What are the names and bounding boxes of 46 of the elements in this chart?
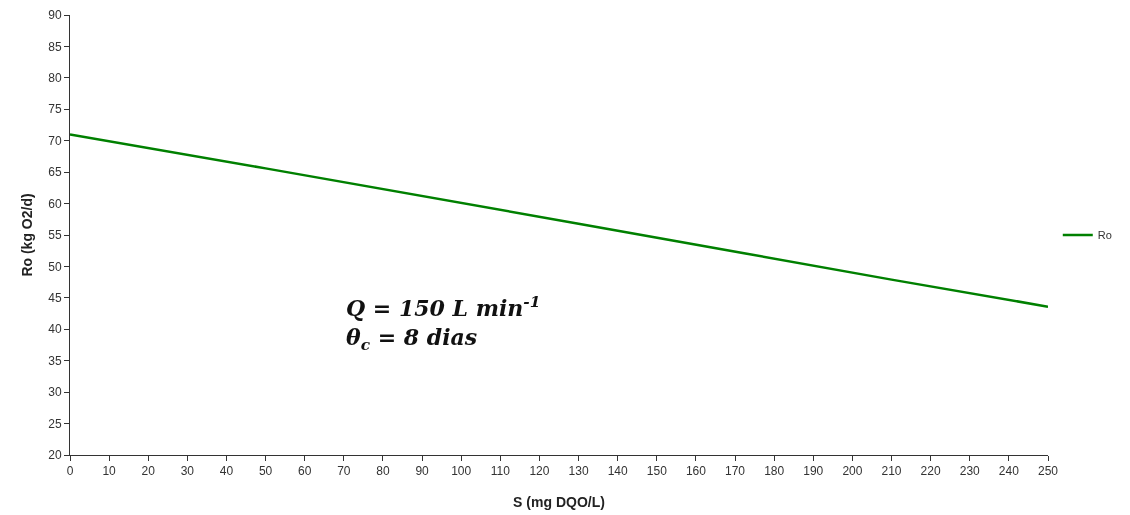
y-tick-label: 45 (48, 291, 62, 306)
x-tick-label: 80 (376, 464, 390, 479)
x-axis-title: S (mg DQO/L) (513, 494, 605, 510)
x-tick-label: 140 (607, 464, 629, 479)
x-tick-label: 190 (803, 464, 824, 479)
x-tick-label: 220 (920, 464, 941, 479)
y-tick-label: 65 (48, 165, 62, 180)
y-tick-label: 55 (48, 228, 62, 243)
x-tick-label: 100 (451, 464, 472, 479)
x-tick-label: 130 (568, 464, 589, 479)
annotation: θ$_{c}$ = 8 dias (346, 324, 478, 354)
y-tick-label: 60 (48, 196, 62, 211)
y-tick-label: 50 (48, 259, 62, 274)
y-tick-label: 25 (48, 416, 62, 431)
x-tick-label: 20 (141, 464, 156, 479)
x-tick-label: 210 (881, 464, 902, 479)
y-tick-label: 90 (48, 8, 62, 23)
x-tick-label: 50 (258, 464, 273, 479)
x-tick-label: 180 (764, 464, 785, 479)
x-tick-label: 150 (646, 464, 668, 479)
x-tick-label: 0 (66, 464, 74, 479)
x-tick-label: 70 (337, 464, 351, 479)
y-tick-label: 35 (48, 353, 62, 368)
x-tick-label: 170 (725, 464, 746, 479)
x-tick-label: 30 (180, 464, 195, 479)
y-tick-label: 40 (48, 322, 62, 337)
x-tick-label: 250 (1037, 464, 1059, 479)
y-tick-label: 20 (48, 448, 62, 463)
x-tick-label: 120 (529, 464, 550, 479)
x-tick-label: 60 (298, 464, 312, 479)
legend-label: Ro (1097, 229, 1112, 242)
x-tick-label: 110 (490, 464, 511, 479)
x-tick-label: 10 (102, 464, 117, 479)
y-tick-label: 30 (48, 385, 62, 400)
y-tick-label: 85 (48, 39, 62, 54)
x-tick-label: 230 (959, 464, 981, 479)
x-tick-label: 40 (219, 464, 234, 479)
annotation: Q = 150 L min$^{-1}$ (346, 293, 541, 322)
x-tick-label: 90 (415, 464, 430, 479)
y-tick-label: 75 (48, 102, 62, 117)
y-axis-title: Ro (kg O2/d) (19, 193, 35, 277)
x-tick-label: 240 (998, 464, 1020, 479)
y-tick-label: 80 (48, 71, 62, 86)
x-tick-label: 200 (842, 464, 863, 479)
y-tick-label: 70 (48, 133, 62, 148)
x-tick-label: 160 (685, 464, 707, 479)
